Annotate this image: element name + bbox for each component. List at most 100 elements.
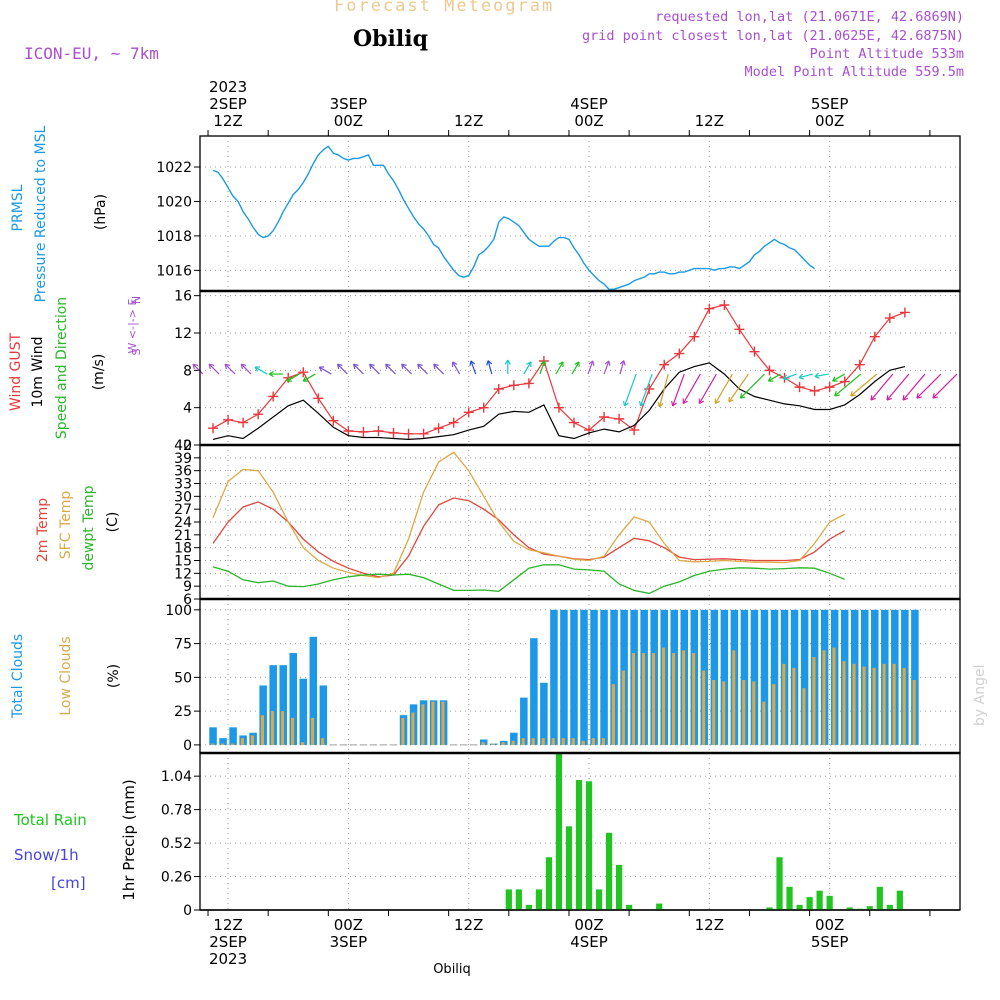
precip-bar	[656, 903, 663, 910]
low-cloud-bar	[852, 663, 856, 745]
low-cloud-bar	[220, 743, 224, 745]
low-cloud-bar	[671, 653, 676, 745]
total-cloud-bar	[720, 609, 729, 745]
wind-direction-arrow	[619, 360, 625, 375]
low-cloud-bar	[732, 650, 736, 745]
wind-arrow-head	[671, 400, 677, 407]
gust-marker	[253, 409, 264, 420]
total-cloud-bar	[279, 665, 287, 745]
wind-arrow-head	[192, 363, 199, 370]
compass-we: W <-|-> E	[126, 299, 139, 354]
y-tick-label: 1016	[156, 263, 192, 279]
precip-bar	[535, 889, 542, 910]
low-cloud-bar	[812, 657, 816, 745]
wind-direction-arrow	[932, 373, 958, 399]
wind-arrow-head	[268, 370, 274, 378]
low-cloud-bar	[571, 738, 575, 745]
wind-arrow-head	[486, 360, 493, 366]
total-cloud-bar	[580, 609, 588, 745]
precip-bar	[866, 906, 873, 910]
gust-marker	[358, 426, 369, 437]
precip-bar	[766, 907, 773, 910]
gust-marker	[373, 426, 384, 436]
wind-arrow-head	[902, 395, 908, 401]
gust-marker	[508, 380, 519, 391]
low-cloud-bar	[651, 653, 656, 745]
bottom-axis-label: 12Z	[454, 916, 483, 934]
wind-direction-arrow	[639, 373, 653, 407]
wind-arrow-head	[504, 359, 511, 365]
gust-marker	[463, 407, 474, 418]
top-axis-label: 5SEP	[811, 95, 849, 113]
low-cloud-bar	[230, 743, 234, 745]
wind-direction-arrow	[302, 373, 316, 382]
top-axis-label: 12Z	[213, 112, 242, 130]
y-tick-label: 25	[174, 704, 192, 720]
temp-dewpt-line	[212, 564, 845, 595]
wind-direction-arrow	[452, 361, 461, 375]
wind-arrow-head	[385, 363, 391, 370]
temp-sfc-label: SFC Temp	[58, 491, 74, 560]
y-tick-label: 18	[174, 541, 192, 557]
y-tick-label: 1.04	[161, 769, 192, 785]
total-cloud-bar	[740, 609, 749, 745]
precip-bar	[786, 886, 793, 910]
bottom-axis-label: 00Z	[334, 916, 363, 934]
y-tick-label: 1018	[156, 229, 192, 245]
total-cloud-bar	[319, 685, 328, 745]
wind-arrow-head	[714, 398, 721, 405]
total-cloud-bar	[209, 727, 217, 745]
wind-direction-arrow	[470, 360, 477, 375]
precip-bar	[515, 889, 522, 910]
low-cloud-bar	[762, 701, 766, 745]
wind-direction-arrow	[571, 361, 580, 375]
precip-bar	[545, 857, 553, 910]
total-cloud-bar	[309, 636, 318, 745]
low-cloud-bar	[401, 717, 405, 745]
gust-marker	[478, 402, 489, 413]
total-cloud-bar	[560, 609, 568, 745]
low-cloud-bar	[321, 738, 325, 745]
low-cloud-bar	[902, 667, 906, 745]
gust-marker	[523, 378, 534, 389]
y-tick-label: 75	[174, 637, 192, 653]
temp-2m-label: 2m Temp	[35, 498, 51, 562]
gust-marker	[884, 313, 895, 324]
footer-location: Obiliq	[433, 962, 471, 977]
wind-direction-arrow	[916, 373, 942, 399]
wind-arrow-head	[588, 360, 595, 366]
low-cloud-bar	[792, 667, 796, 745]
total-cloud-bar	[590, 609, 598, 745]
total-cloud-bar	[219, 738, 227, 745]
bottom-axis-label: 12Z	[695, 916, 724, 934]
low-cloud-bar	[551, 738, 555, 745]
wind-direction-arrow	[603, 360, 610, 375]
bottom-axis-label: 00Z	[815, 916, 844, 934]
y-tick-label: 0	[183, 738, 192, 754]
low-cloud-bar	[872, 667, 876, 745]
total-cloud-bar	[289, 653, 298, 745]
gust-marker	[238, 417, 249, 428]
wind-direction-arrow	[902, 373, 926, 401]
wind-direction-arrow	[850, 373, 878, 397]
low-cloud-bar	[270, 711, 275, 745]
wind-direction-arrow	[672, 373, 685, 407]
gust-marker	[599, 412, 610, 422]
location-name: Obiliq	[353, 26, 429, 52]
wind-arrow-head	[798, 373, 805, 380]
bottom-axis-label: 3SEP	[330, 933, 368, 951]
low-cloud-bar	[601, 738, 605, 745]
wind-direction-arrow	[740, 373, 765, 399]
total-cloud-bar	[299, 678, 308, 745]
wind-direction-arrow	[539, 360, 546, 375]
y-tick-label: 0.78	[161, 803, 192, 819]
y-tick-label: 4	[183, 401, 192, 417]
low-cloud-bar	[782, 663, 786, 745]
y-tick-label: 39	[174, 451, 192, 467]
low-cloud-bar	[491, 743, 495, 745]
wind-arrow-head	[352, 363, 359, 370]
gust-marker	[553, 402, 564, 413]
low-cloud-bar	[521, 738, 525, 745]
wind-direction-arrow	[555, 361, 564, 375]
pressure-label-msl: Pressure Reduced to MSL	[33, 125, 49, 302]
